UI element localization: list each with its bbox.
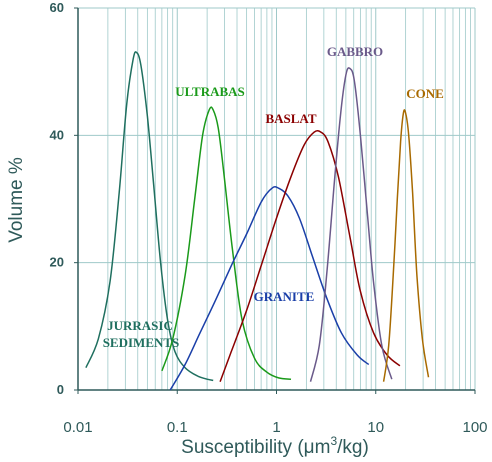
series-line-gabbro — [309, 67, 393, 382]
x-tick-label: 10 — [367, 419, 384, 436]
x-axis-label-mu: μ — [304, 437, 315, 458]
x-axis-label-superscript: 3 — [330, 434, 337, 448]
series-lines — [85, 51, 430, 391]
y-tick-label: 0 — [57, 382, 64, 397]
series-line-cone — [382, 109, 430, 382]
y-tick-label: 20 — [50, 255, 64, 270]
x-axis-label-main: Susceptibility ( — [181, 437, 304, 458]
y-tick-label: 40 — [50, 127, 64, 142]
series-label-cone: CONE — [406, 86, 444, 101]
series-line-granite — [169, 186, 370, 391]
series-label-gabbro: GABBRO — [327, 44, 383, 59]
x-axis-label: Susceptibility (μm3/kg) — [181, 434, 369, 458]
series-label-granite: GRANITE — [254, 289, 315, 304]
series-label-baslat: BASLAT — [265, 111, 316, 126]
x-tick-labels: 0.01 0.1 1 10 100 — [63, 390, 488, 436]
series-labels: JURRASIC SEDIMENTS ULTRABAS GRANITE BASLAT GA… — [103, 44, 444, 350]
y-tick-labels: 0 20 40 60 — [50, 0, 78, 397]
x-tick-label: 0.1 — [167, 419, 188, 436]
series-label-ultrabas: ULTRABAS — [175, 84, 245, 99]
series-label-jurrasic-sediments: SEDIMENTS — [103, 335, 180, 350]
x-axis-label-m: m — [315, 437, 331, 458]
x-tick-label: 0.01 — [63, 419, 92, 436]
y-tick-label: 60 — [50, 0, 64, 15]
x-tick-label: 1 — [272, 419, 280, 436]
x-tick-label: 100 — [462, 419, 487, 436]
series-label-jurrasic-sediments: JURRASIC — [107, 318, 173, 333]
y-axis-label: Volume % — [6, 157, 27, 243]
series-line-baslat — [219, 130, 401, 382]
x-axis-label-tail: /kg) — [337, 437, 369, 458]
series-line-ultrabas — [161, 106, 292, 380]
series-line-jurrasic-sediments — [85, 51, 214, 382]
